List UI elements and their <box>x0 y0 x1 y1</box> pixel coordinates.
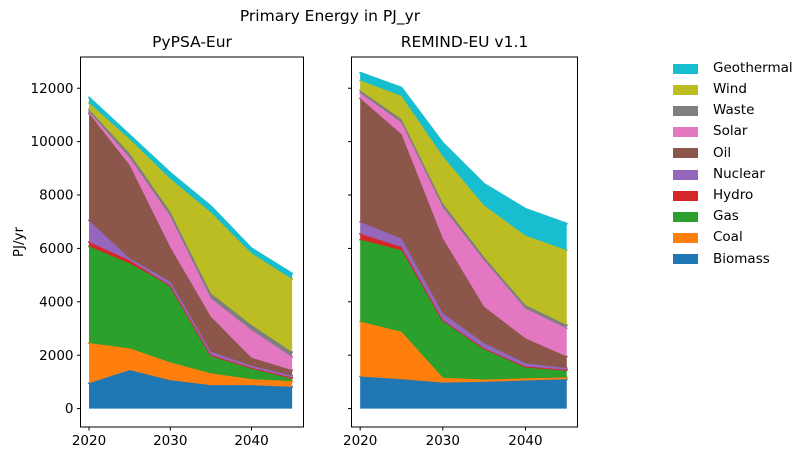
y-tick-label: 6000 <box>39 241 73 257</box>
figure-title: Primary Energy in PJ_yr <box>239 7 421 25</box>
legend-swatch <box>673 84 698 95</box>
legend-item-solar: Solar <box>673 122 793 143</box>
legend-swatch <box>673 254 698 265</box>
subplot-title-pypsa-eur: PyPSA-Eur <box>152 33 232 51</box>
x-tick-label: 2040 <box>234 433 268 449</box>
axes: 2020 2030 2040 <box>343 56 578 449</box>
legend-swatch <box>673 63 698 74</box>
subplot-title-remind-eu: REMIND-EU v1.1 <box>400 33 529 51</box>
legend-item-geothermal: Geothermal <box>673 58 793 79</box>
y-tick-label: 8000 <box>39 188 73 204</box>
y-tick-label: 4000 <box>39 294 73 310</box>
legend-label: Hydro <box>713 186 754 203</box>
legend-label: Nuclear <box>713 165 765 182</box>
x-tick-label: 2030 <box>426 433 460 449</box>
legend-item-gas: Gas <box>673 206 793 227</box>
y-tick-label: 10000 <box>31 134 74 150</box>
axes: 2020 2030 2040 0 2000 4000 6000 8000 10000 12000 <box>31 56 304 449</box>
y-tick-label: 12000 <box>31 81 74 97</box>
legend-item-wind: Wind <box>673 79 793 100</box>
legend-label: Waste <box>713 102 755 119</box>
legend-label: Oil <box>713 144 732 161</box>
legend-label: Solar <box>713 123 748 140</box>
legend-label: Biomass <box>713 250 770 267</box>
legend-item-coal: Coal <box>673 228 793 249</box>
legend-swatch <box>673 169 698 180</box>
area-geothermal <box>88 96 294 280</box>
legend-label: Gas <box>713 208 739 225</box>
stacked-areas <box>359 71 568 409</box>
x-tick-label: 2040 <box>508 433 542 449</box>
legend-swatch <box>673 211 698 222</box>
y-tick-label: 2000 <box>39 348 73 364</box>
legend-label: Wind <box>713 81 747 98</box>
legend-swatch <box>673 148 698 159</box>
legend-item-oil: Oil <box>673 143 793 164</box>
y-tick-label: 0 <box>65 401 74 417</box>
legend-swatch <box>673 127 698 138</box>
x-tick-label: 2020 <box>72 433 106 449</box>
legend-item-hydro: Hydro <box>673 185 793 206</box>
legend-swatch <box>673 233 698 244</box>
legend: Geothermal Wind Waste Solar Oil Nuclear … <box>673 58 793 270</box>
area-geothermal <box>359 71 568 251</box>
legend-label: Geothermal <box>713 59 793 76</box>
legend-swatch <box>673 190 698 201</box>
stacked-areas <box>88 96 294 409</box>
legend-swatch <box>673 105 698 116</box>
x-tick-label: 2020 <box>343 433 377 449</box>
legend-item-nuclear: Nuclear <box>673 164 793 185</box>
legend-label: Coal <box>713 229 743 246</box>
legend-item-waste: Waste <box>673 100 793 121</box>
legend-item-biomass: Biomass <box>673 249 793 270</box>
x-tick-label: 2030 <box>153 433 187 449</box>
